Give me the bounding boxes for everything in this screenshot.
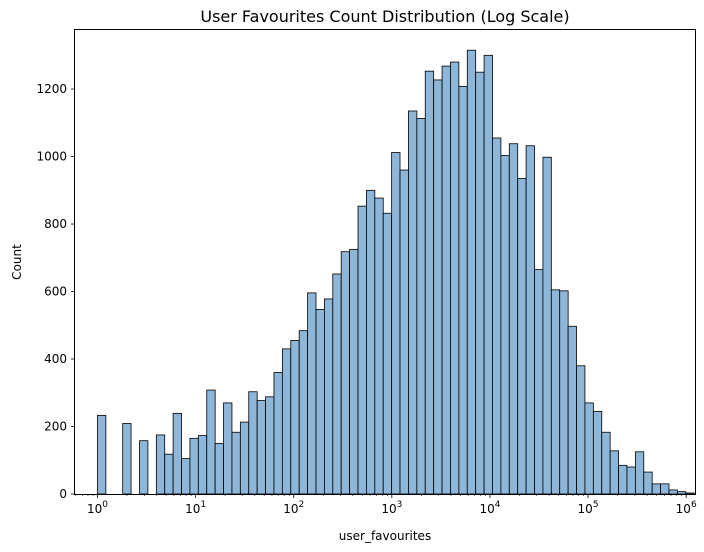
histogram-bar	[340, 251, 351, 495]
histogram-bar	[408, 110, 418, 495]
histogram-bar	[660, 483, 670, 495]
histogram-bar	[592, 410, 603, 495]
histogram-bar	[357, 205, 367, 495]
histogram-bar	[323, 298, 334, 495]
x-tick-label: 103	[381, 500, 402, 516]
histogram-bar	[634, 451, 645, 495]
histogram-bar	[466, 49, 477, 495]
histogram-bar	[492, 137, 502, 495]
histogram-bar	[298, 330, 309, 495]
histogram-bar	[416, 118, 426, 495]
histogram-bar	[550, 289, 561, 495]
histogram-bar	[231, 431, 241, 495]
histogram-bar	[97, 414, 107, 495]
histogram-bar	[483, 54, 493, 495]
histogram-bar	[273, 372, 283, 495]
histogram-bar	[214, 442, 224, 495]
histogram-bar	[315, 309, 325, 495]
histogram-bar	[508, 143, 519, 495]
histogram-bar	[618, 464, 628, 495]
bars-layer	[97, 49, 695, 495]
histogram-bar	[567, 325, 577, 495]
histogram-bar	[349, 248, 359, 495]
y-tick-label: 1000	[36, 150, 67, 164]
y-tick-label: 1200	[36, 82, 67, 96]
histogram-bar	[265, 396, 275, 495]
chart-title: User Favourites Count Distribution (Log …	[200, 7, 569, 26]
histogram-bar	[206, 389, 216, 495]
histogram-bar	[374, 197, 384, 495]
x-tick-label: 100	[87, 500, 108, 516]
x-tick-label: 106	[676, 500, 697, 516]
histogram-bar	[458, 85, 468, 495]
histogram-bar	[609, 450, 619, 495]
histogram-bar	[256, 400, 266, 495]
histogram-bar	[475, 71, 485, 495]
y-axis: 0 200 400 600 800 1000 1200	[36, 82, 75, 501]
histogram-bar	[164, 453, 174, 495]
x-tick-label: 105	[578, 500, 599, 516]
histogram-bar	[155, 434, 166, 495]
histogram-bar	[450, 61, 460, 495]
histogram-bar	[517, 178, 527, 495]
histogram-bar	[281, 348, 292, 495]
histogram-bar	[189, 437, 199, 495]
histogram-bar	[441, 65, 451, 495]
histogram-bar	[181, 458, 191, 495]
histogram-bar	[332, 273, 342, 495]
histogram-bar	[525, 145, 535, 495]
histogram-bar	[584, 402, 594, 495]
histogram-bar	[248, 391, 258, 495]
histogram-bar	[601, 431, 611, 495]
histogram-bar	[626, 466, 636, 495]
plot-frame	[74, 29, 696, 495]
histogram-bar	[382, 212, 393, 495]
x-tick-label: 104	[479, 500, 500, 516]
x-axis: 100 101 102 103 104 105 106	[75, 494, 697, 516]
histogram-bar	[576, 365, 586, 495]
histogram-bar	[433, 79, 443, 495]
x-axis-label: user_favourites	[339, 529, 431, 543]
histogram-bar	[542, 156, 552, 495]
y-axis-label: Count	[10, 244, 24, 280]
y-tick-label: 600	[44, 285, 67, 299]
histogram-bar	[391, 152, 401, 495]
histogram-bar	[172, 412, 182, 495]
histogram-bar	[685, 492, 695, 495]
histogram-bar	[676, 491, 687, 495]
histogram-bar	[668, 489, 678, 495]
histogram-bar	[651, 483, 661, 495]
x-tick-label: 101	[185, 500, 206, 516]
histogram-bar	[290, 340, 300, 495]
histogram-bar	[239, 421, 250, 495]
histogram-bar	[424, 70, 435, 495]
histogram-bar	[559, 290, 569, 495]
y-tick-label: 0	[59, 487, 67, 501]
histogram-bar	[399, 169, 409, 495]
x-tick-label: 102	[283, 500, 304, 516]
histogram-bar	[122, 423, 132, 495]
histogram-bar	[366, 189, 376, 495]
histogram-bar	[643, 471, 653, 495]
histogram-bar	[307, 292, 317, 495]
histogram-bar	[223, 402, 233, 495]
histogram-bar	[534, 269, 544, 495]
y-tick-label: 400	[44, 352, 67, 366]
histogram-bar	[197, 435, 208, 495]
y-tick-label: 800	[44, 217, 67, 231]
y-tick-label: 200	[44, 420, 67, 434]
histogram-bar	[139, 440, 149, 495]
histogram-bar	[500, 155, 510, 495]
